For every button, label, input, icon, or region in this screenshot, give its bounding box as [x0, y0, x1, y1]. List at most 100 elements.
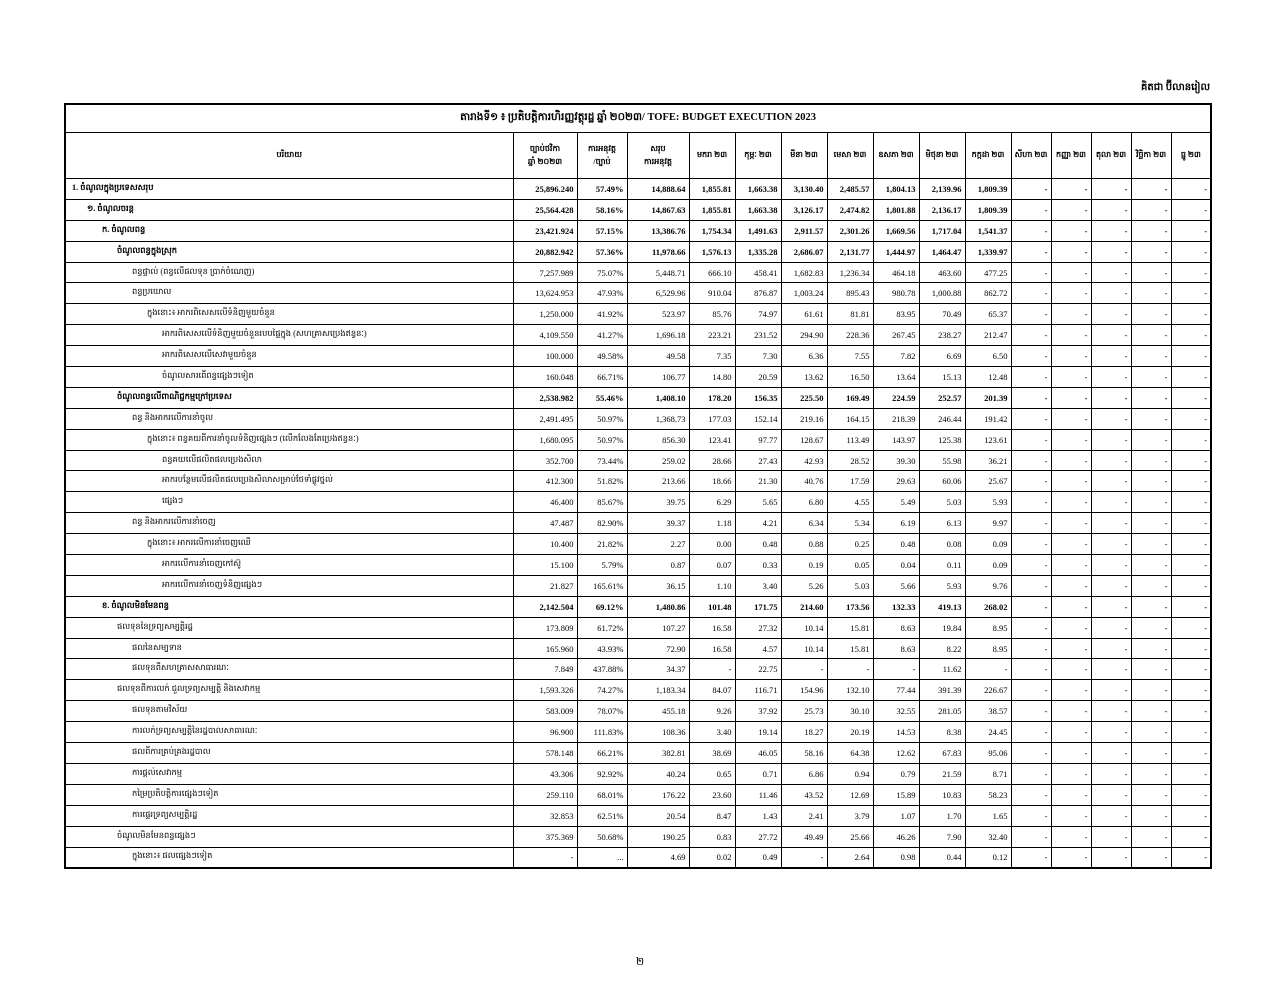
cell-value: 1,003.24	[780, 282, 828, 305]
cell-value: 201.39	[964, 386, 1012, 409]
cell-value: 1,576.13	[688, 240, 736, 263]
cell-value: 41.27%	[576, 324, 628, 347]
cell-value: 1.18	[688, 512, 736, 535]
table-row: អាករលើការនាំចេញទំនិញផ្សេងៗ 21.827 165.61% 3…	[64, 574, 1212, 597]
cell-value: -	[1090, 533, 1132, 556]
cell-value: 268.02	[964, 595, 1012, 618]
cell-value: 178.20	[688, 386, 736, 409]
cell-value: -	[1130, 303, 1172, 326]
cell-value: 16.58	[688, 637, 736, 660]
cell-value: -	[1130, 407, 1172, 430]
cell-value: -	[1010, 658, 1052, 681]
row-label: ផលពីការគ្រប់គ្រងរដ្ឋបាល	[64, 742, 514, 764]
cell-value: 47.487	[512, 512, 578, 535]
cell-value: 0.83	[688, 825, 736, 848]
table-row: អាករពិសេសលើសេវាមួយចំនួន 100.000 49.58% 49.5…	[64, 345, 1212, 368]
cell-value: -	[1090, 449, 1132, 472]
cell-value: -	[1010, 846, 1052, 869]
cell-value: 191.42	[964, 407, 1012, 430]
cell-value: 419.13	[918, 595, 966, 618]
cell-value: 5.79%	[576, 554, 628, 576]
cell-value: -	[1130, 386, 1172, 409]
cell-value: 7.55	[826, 345, 874, 368]
cell-value: -	[1050, 574, 1092, 597]
column-header-month: មិថុនា ២៣	[918, 132, 966, 179]
cell-value: 223.21	[688, 324, 736, 347]
table-row: 1. ចំណូលក្នុងប្រទេសសរុប 25,896.240 57.49% 1…	[64, 178, 1212, 200]
cell-value: 213.66	[626, 470, 690, 493]
cell-value: 32.40	[964, 825, 1012, 848]
row-label: 1. ចំណូលក្នុងប្រទេសសរុប	[64, 178, 514, 200]
cell-value: 165.61%	[576, 574, 628, 597]
cell-value: 0.07	[688, 554, 736, 576]
cell-value: 83.95	[872, 303, 920, 326]
cell-value: 8.63	[872, 616, 920, 639]
cell-value: -	[1050, 386, 1092, 409]
cell-value: 39.30	[872, 449, 920, 472]
cell-value: -	[1090, 804, 1132, 827]
column-header-budget-law-line1: ច្បាប់ថវិកា	[529, 143, 561, 153]
cell-value: -	[1010, 533, 1052, 556]
cell-value: 29.63	[872, 470, 920, 493]
cell-value: 0.00	[688, 533, 736, 556]
cell-value: 267.45	[872, 324, 920, 347]
row-label: ក្នុងនោះ៖ ផលផ្សេងៗទៀត	[64, 846, 514, 869]
cell-value: 7.35	[688, 345, 736, 368]
row-label: ចំណូលមិនមែនពន្ធផ្សេងៗ	[64, 825, 514, 848]
cell-value: -	[1010, 407, 1052, 430]
cell-value: 152.14	[734, 407, 782, 430]
cell-value: 0.48	[734, 533, 782, 556]
row-label: ពន្ធ និងអាករលើការនាំចេញ	[64, 512, 514, 535]
cell-value: 218.39	[872, 407, 920, 430]
cell-value: 4.69	[626, 846, 690, 869]
cell-value: -	[1130, 428, 1172, 451]
cell-value: 43.52	[780, 783, 828, 806]
cell-value: -	[1050, 470, 1092, 493]
cell-value: -	[1130, 178, 1172, 200]
cell-value: 51.82%	[576, 470, 628, 493]
cell-value: 15.81	[826, 616, 874, 639]
cell-value: -	[1010, 219, 1052, 242]
cell-value: -	[1010, 595, 1052, 618]
cell-value: -	[1090, 700, 1132, 723]
cell-value: 464.18	[872, 261, 920, 284]
column-header-execution-vs-law-line2: /ច្បាប់	[593, 156, 611, 166]
cell-value: 169.49	[826, 386, 874, 409]
cell-value: 23,421.924	[512, 219, 578, 242]
cell-value: -	[1170, 616, 1212, 639]
cell-value: 11.46	[734, 783, 782, 806]
table-row: ក្នុងនោះ៖ អាករលើការនាំចេញឈើ 10.400 21.82% 2…	[64, 533, 1212, 556]
cell-value: -	[1090, 742, 1132, 764]
row-label: ក្នុងនោះ៖ អាករពិសេសលើទំនិញមួយចំនួន	[64, 303, 514, 326]
cell-value: -	[1090, 762, 1132, 785]
cell-value: 6.34	[780, 512, 828, 535]
cell-value: -	[1090, 721, 1132, 744]
cell-value: -	[1130, 762, 1172, 785]
cell-value: -	[1090, 386, 1132, 409]
cell-value: 2.27	[626, 533, 690, 556]
cell-value: 58.16%	[576, 198, 628, 221]
column-header-month: វិច្ឆិកា ២៣	[1130, 132, 1172, 179]
cell-value: 8.63	[872, 637, 920, 660]
cell-value: 1,855.81	[688, 198, 736, 221]
cell-value: 437.88%	[576, 658, 628, 681]
cell-value: 78.07%	[576, 700, 628, 723]
cell-value: -	[1010, 825, 1052, 848]
column-header-budget-law: ច្បាប់ថវិកា ឆ្នាំ ២០២៣	[512, 132, 578, 179]
cell-value: -	[1050, 679, 1092, 702]
cell-value: 10.14	[780, 637, 828, 660]
cell-value: -	[1010, 783, 1052, 806]
cell-value: 47.93%	[576, 282, 628, 305]
table-row: ផលពីការគ្រប់គ្រងរដ្ឋបាល 578.148 66.21% 382.…	[64, 742, 1212, 764]
cell-value: 177.03	[688, 407, 736, 430]
row-label: ផលទុនពីសហគ្រាសសាធារណៈ	[64, 658, 514, 681]
cell-value: -	[1130, 261, 1172, 284]
row-label: ចំណូលពន្ធលើពាណិជ្ជកម្មក្រៅប្រទេស	[64, 386, 514, 409]
cell-value: 66.71%	[576, 366, 628, 388]
cell-value: 85.76	[688, 303, 736, 326]
cell-value: -	[780, 846, 828, 869]
cell-value: 578.148	[512, 742, 578, 764]
cell-value: 0.19	[780, 554, 828, 576]
table-row: ពន្ធ និងអាករលើការនាំចេញ 47.487 82.90% 39.37…	[64, 512, 1212, 535]
cell-value: -	[1170, 742, 1212, 764]
